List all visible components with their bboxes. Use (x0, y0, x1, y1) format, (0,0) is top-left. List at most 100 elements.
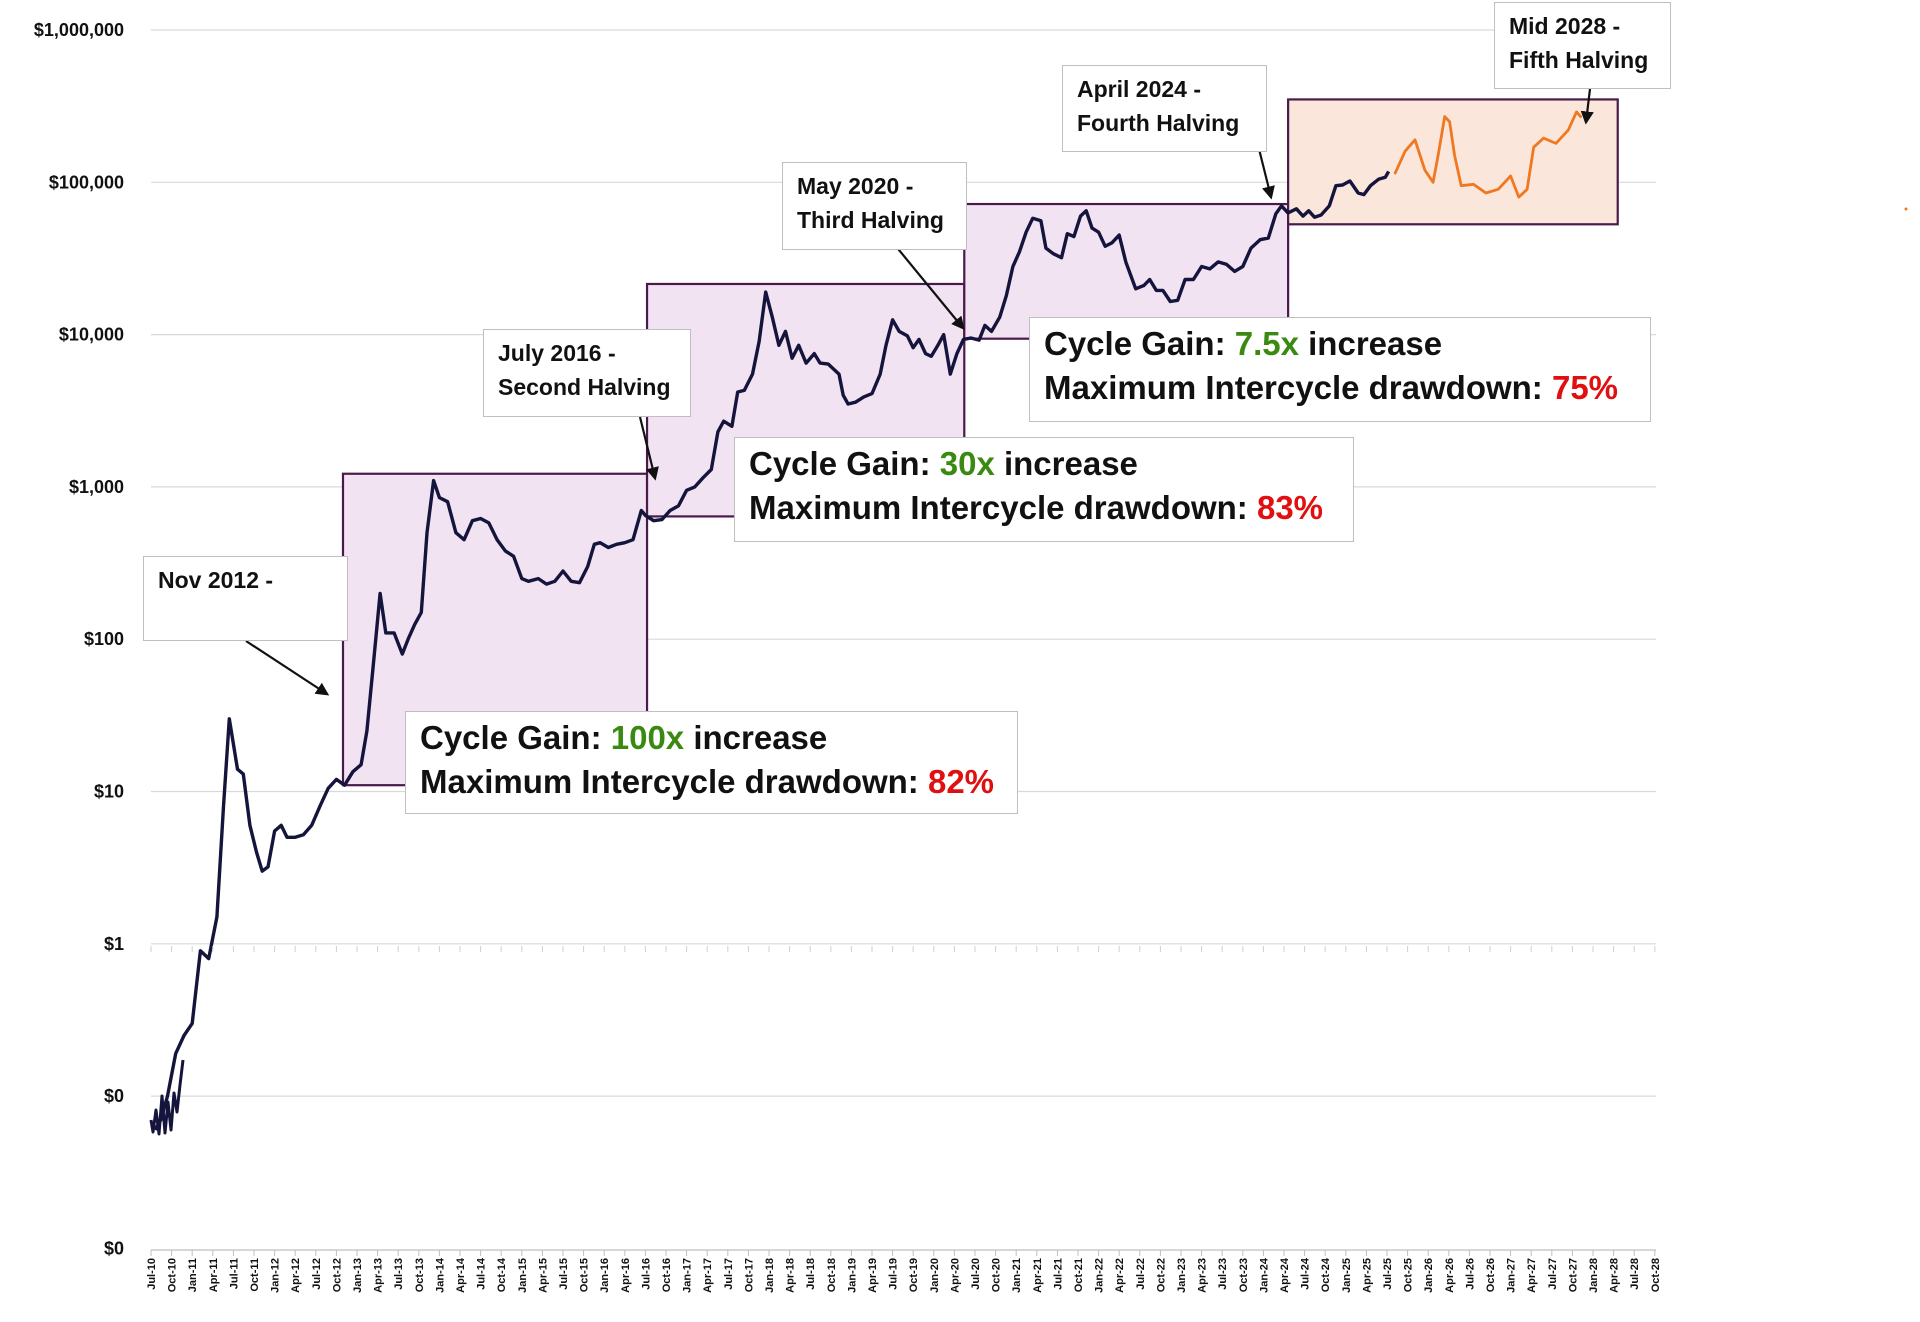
x-tick-label: Jan-27 (1506, 1258, 1518, 1293)
x-tick-label: Oct-25 (1403, 1258, 1415, 1292)
x-tick-label: Jan-25 (1341, 1258, 1353, 1293)
x-tick-label: Apr-27 (1526, 1258, 1538, 1293)
cycle-1-gain-value: 100x (610, 719, 685, 756)
x-tick-label: Jan-11 (187, 1258, 199, 1292)
cycle-3-drawdown-line: Maximum Intercycle drawdown: 75% (1044, 366, 1636, 410)
cycle-2-gain-suffix: increase (994, 445, 1138, 482)
y-tick-label: $1 (104, 934, 124, 954)
x-tick-label: Oct-12 (331, 1258, 343, 1292)
y-tick-label: $100 (84, 629, 124, 649)
x-tick-label: Jan-18 (764, 1258, 776, 1293)
cycle-3-gain-suffix: increase (1298, 325, 1443, 362)
cycle-3-dd-value: 75% (1551, 369, 1619, 406)
x-tick-label: Jul-17 (723, 1258, 735, 1290)
x-tick-label: Jan-15 (517, 1258, 529, 1293)
annotation-may-2020-line2: Third Halving (797, 207, 944, 233)
x-tick-label: Oct-17 (743, 1258, 755, 1292)
x-tick-label: Apr-24 (1279, 1257, 1291, 1293)
x-tick-label: Jul-26 (1464, 1258, 1476, 1290)
x-tick-label: Jan-26 (1423, 1258, 1435, 1293)
y-tick-label: $0 (104, 1238, 124, 1258)
x-tick-label: Oct-16 (661, 1258, 673, 1292)
x-tick-label: Jul-14 (476, 1257, 488, 1290)
annotation-nov-2012: Nov 2012 - (143, 556, 348, 641)
x-tick-label: Jan-23 (1176, 1258, 1188, 1293)
x-tick-label: Jul-12 (311, 1258, 323, 1290)
x-tick-label: Oct-24 (1320, 1257, 1332, 1292)
cycle-1-gain-suffix: increase (684, 719, 828, 756)
annotation-may-2020: May 2020 - Third Halving (782, 162, 967, 250)
y-tick-label: $10,000 (59, 325, 124, 345)
x-tick-label: Jul-16 (640, 1258, 652, 1290)
x-tick-label: Apr-23 (1197, 1258, 1209, 1293)
x-tick-label: Jul-19 (888, 1258, 900, 1290)
x-tick-label: Oct-27 (1567, 1258, 1579, 1292)
x-tick-label: Apr-26 (1444, 1258, 1456, 1293)
annotation-july-2016-line1: July 2016 - (498, 340, 616, 366)
x-tick-label: Oct-21 (1073, 1258, 1085, 1292)
annotation-mid-2028-line1: Mid 2028 - (1509, 13, 1621, 39)
price-line (153, 170, 1391, 1131)
y-axis: $1,000,000 $100,000 $10,000 $1,000 $100 $10 $1… (34, 20, 124, 1258)
arrow-mid-2028 (1580, 88, 1594, 125)
x-tick-label: Oct-11 (249, 1258, 261, 1292)
x-tick-label: Apr-25 (1361, 1258, 1373, 1293)
x-tick-label: Oct-20 (991, 1258, 1003, 1292)
annotation-april-2024-line1: April 2024 - (1077, 76, 1201, 102)
x-tick-label: Apr-19 (867, 1258, 879, 1293)
arrow-july-2016 (638, 416, 659, 481)
x-tick-label: Jul-11 (228, 1258, 240, 1289)
x-tick-label: Jan-24 (1258, 1257, 1270, 1293)
annotation-april-2024-line2: Fourth Halving (1077, 110, 1240, 136)
x-tick-label: Jan-19 (846, 1258, 858, 1293)
cycle-3-gain-value: 7.5x (1234, 325, 1299, 362)
x-tick-label: Jul-28 (1629, 1258, 1641, 1290)
cycle-2-dd-prefix: Maximum Intercycle drawdown: (749, 489, 1257, 526)
x-tick-label: Apr-14 (455, 1257, 467, 1293)
x-tick-label: Jan-28 (1588, 1258, 1600, 1293)
x-tick-label: Jul-10 (146, 1258, 158, 1290)
x-tick-label: Oct-14 (496, 1257, 508, 1292)
annotation-mid-2028-line2: Fifth Halving (1509, 47, 1649, 73)
x-tick-label: Oct-23 (1238, 1258, 1250, 1292)
x-axis: Jul-10 Oct-10 Jan-11 Apr-11 Jul-11 Oct-11 Jan-… (146, 946, 1662, 1293)
y-tick-label: $10 (94, 782, 124, 802)
x-tick-label: Jul-22 (1135, 1258, 1147, 1290)
x-tick-label: Apr-12 (290, 1258, 302, 1293)
x-tick-label: Apr-22 (1114, 1258, 1126, 1293)
x-tick-label: Jul-18 (805, 1258, 817, 1290)
cycle-3-gain-prefix: Cycle Gain: (1044, 325, 1235, 362)
x-tick-label: Jan-12 (270, 1258, 282, 1293)
stray-dot (1904, 207, 1908, 211)
x-tick-label: Jul-27 (1547, 1258, 1559, 1290)
price-line-early (149, 1059, 185, 1136)
x-tick-label: Jul-24 (1300, 1257, 1312, 1290)
x-tick-label: Oct-10 (167, 1258, 179, 1292)
cycle-2-gain-value: 30x (939, 445, 995, 482)
y-tick-label: $1,000,000 (34, 20, 124, 40)
annotation-mid-2028: Mid 2028 - Fifth Halving (1494, 2, 1671, 89)
cycle-2-gain-line: Cycle Gain: 30x increase (749, 442, 1339, 486)
x-tick-label: Jan-14 (434, 1257, 446, 1293)
x-tick-label: Jan-21 (1011, 1258, 1023, 1293)
x-tick-label: Jan-20 (929, 1258, 941, 1293)
cycle-2-drawdown-line: Maximum Intercycle drawdown: 83% (749, 486, 1339, 530)
x-tick-label: Apr-13 (373, 1258, 385, 1293)
cycle-box-2024 (1287, 98, 1619, 226)
x-tick-label: Jul-15 (558, 1258, 570, 1290)
x-tick-label: Jan-13 (352, 1258, 364, 1293)
x-tick-label: Apr-20 (949, 1258, 961, 1293)
x-tick-label: Oct-15 (579, 1258, 591, 1292)
x-tick-label: Jul-23 (1217, 1258, 1229, 1290)
x-tick-label: Oct-28 (1650, 1258, 1662, 1292)
x-tick-label: Oct-18 (826, 1258, 838, 1292)
cycle-3-summary: Cycle Gain: 7.5x increase Maximum Interc… (1029, 317, 1651, 422)
cycle-2-gain-prefix: Cycle Gain: (749, 445, 940, 482)
annotation-nov-2012-line1: Nov 2012 - (158, 567, 274, 593)
x-tick-label: Oct-22 (1155, 1258, 1167, 1292)
annotation-may-2020-line1: May 2020 - (797, 173, 914, 199)
x-tick-label: Apr-17 (702, 1258, 714, 1293)
x-tick-label: Oct-19 (908, 1258, 920, 1292)
x-tick-label: Jan-16 (599, 1258, 611, 1293)
